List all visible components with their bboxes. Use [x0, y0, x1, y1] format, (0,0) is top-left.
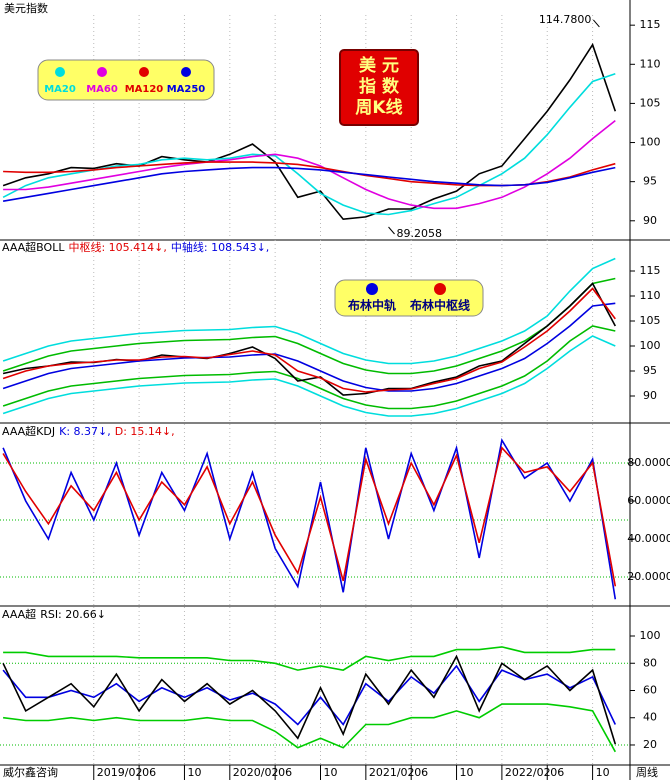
y-tick-label: 20	[643, 738, 657, 751]
header-part: 中枢线: 105.414↓,	[68, 240, 166, 254]
y-tick-label: 110	[640, 289, 661, 302]
y-tick-label: 80.0000	[627, 456, 670, 469]
x-tick-label: 06	[550, 766, 564, 779]
series-line	[2, 335, 616, 417]
series-line	[2, 42, 617, 221]
series-line	[2, 654, 617, 745]
legend-swatch	[366, 283, 378, 295]
x-tick-label: 10	[596, 766, 610, 779]
legend-box	[37, 59, 215, 101]
x-tick-label: 10	[460, 766, 474, 779]
header-part: RSI: 20.66↓	[40, 608, 106, 621]
panel-header: AAA超KDJ K: 8.37↓, D: 15.14↓,	[2, 424, 175, 438]
y-tick-label: 95	[643, 364, 657, 377]
legend-swatch	[434, 283, 446, 295]
header-part: AAA超BOLL	[2, 240, 65, 254]
header-part: 中轴线: 108.543↓,	[171, 240, 269, 254]
legend-label: MA250	[167, 84, 206, 95]
y-tick-label: 40.0000	[627, 532, 670, 545]
y-tick-label: 60	[643, 683, 657, 696]
legend-label: MA20	[44, 84, 76, 95]
annotation-arrow	[388, 226, 395, 235]
stamp-text: 美 元	[359, 55, 399, 76]
x-tick-label: 06	[142, 766, 156, 779]
y-tick-label: 20.0000	[627, 570, 670, 583]
x-tick-label: 10	[187, 766, 201, 779]
header-part: AAA超KDJ	[2, 424, 55, 438]
series-line	[2, 446, 617, 587]
y-tick-label: 115	[640, 264, 661, 277]
y-tick-label: 95	[643, 175, 657, 188]
y-tick-label: 100	[640, 339, 661, 352]
header-part: AAA超	[2, 607, 36, 621]
x-tick-label: 2021/02	[369, 766, 415, 779]
series-line	[2, 257, 616, 365]
period: 周线	[636, 765, 658, 779]
x-tick-label: 06	[278, 766, 292, 779]
y-tick-label: 90	[643, 389, 657, 402]
stamp-box	[339, 49, 419, 126]
annotation-arrow	[593, 19, 600, 28]
series-line	[2, 166, 616, 202]
y-tick-label: 100	[640, 629, 661, 642]
y-tick-label: 105	[640, 96, 661, 109]
y-tick-label: 105	[640, 314, 661, 327]
legend-label: MA60	[86, 84, 118, 95]
annotation: 114.7800	[539, 13, 592, 26]
legend-swatch	[55, 67, 65, 77]
panel-header: AAA超 RSI: 20.66↓	[2, 607, 106, 621]
y-tick-label: 40	[643, 711, 657, 724]
x-tick-label: 2019/02	[97, 766, 143, 779]
legend-label: 布林中枢线	[410, 298, 470, 313]
series-line	[2, 325, 616, 410]
series-line	[2, 302, 616, 392]
y-tick-label: 110	[640, 57, 661, 70]
annotation: 89.2058	[397, 227, 443, 240]
series-line	[3, 119, 616, 210]
legend-swatch	[181, 67, 191, 77]
header-part: K: 8.37↓,	[59, 425, 111, 438]
y-tick-label: 115	[640, 18, 661, 31]
x-tick-label: 06	[414, 766, 428, 779]
y-tick-label: 80	[643, 656, 657, 669]
series-line	[3, 703, 616, 753]
header-part: D: 15.14↓,	[115, 425, 175, 438]
legend-swatch	[97, 67, 107, 77]
legend-label: 布林中轨	[348, 298, 396, 313]
source: 威尔鑫咨询	[3, 765, 58, 779]
series-line	[2, 277, 616, 375]
x-tick-label: 10	[323, 766, 337, 779]
x-tick-label: 2022/02	[505, 766, 551, 779]
stamp-text: 指 数	[359, 76, 400, 97]
legend-swatch	[139, 67, 149, 77]
series-line	[3, 646, 616, 671]
y-tick-label: 60.0000	[627, 494, 670, 507]
chart-title: 美元指数	[4, 1, 48, 15]
y-tick-label: 90	[643, 214, 657, 227]
series-line	[2, 287, 616, 393]
panel-header: AAA超BOLL 中枢线: 105.414↓, 中轴线: 108.543↓,	[2, 240, 269, 254]
x-tick-label: 2020/02	[233, 766, 279, 779]
legend-label: MA120	[125, 84, 164, 95]
stamp-text: 周K线	[355, 97, 402, 118]
y-tick-label: 100	[640, 136, 661, 149]
